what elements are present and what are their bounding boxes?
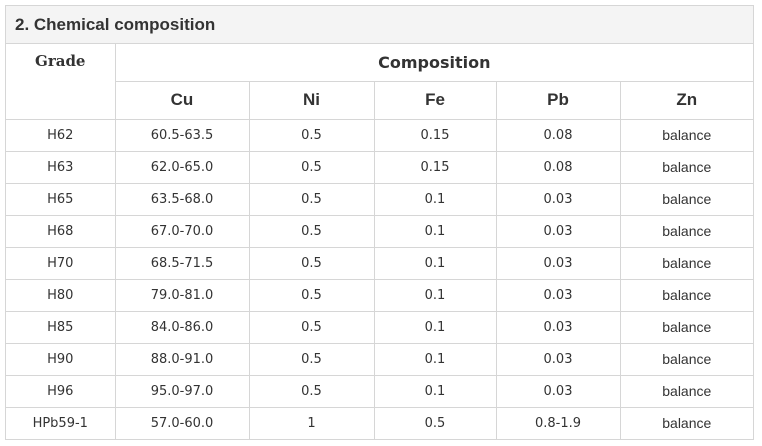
- cu-cell: 88.0-91.0: [114, 342, 250, 376]
- table-row: H80 79.0-81.0 0.5 0.1 0.03 balance: [6, 278, 754, 312]
- table-row: HPb59-1 57.0-60.0 1 0.5 0.8-1.9 balance: [6, 406, 754, 439]
- fe-cell: 0.1: [373, 246, 497, 280]
- grade-cell: H96: [6, 374, 116, 408]
- zn-cell: balance: [619, 214, 754, 248]
- fe-cell: 0.15: [373, 118, 497, 152]
- ni-cell: 0.5: [248, 342, 375, 376]
- pb-cell: 0.03: [495, 374, 621, 408]
- composition-table: Grade Composition Cu Ni Fe Pb Zn H62 60.5…: [6, 44, 754, 439]
- pb-cell: 0.03: [495, 246, 621, 280]
- ni-cell: 1: [248, 406, 375, 439]
- grade-cell: H65: [6, 182, 116, 216]
- cu-cell: 95.0-97.0: [114, 374, 250, 408]
- table-row: H62 60.5-63.5 0.5 0.15 0.08 balance: [6, 118, 754, 152]
- element-header-fe: Fe: [373, 80, 497, 120]
- cu-cell: 57.0-60.0: [114, 406, 250, 439]
- table-row: H65 63.5-68.0 0.5 0.1 0.03 balance: [6, 182, 754, 216]
- table-header-row: Grade Composition: [6, 44, 754, 120]
- cu-cell: 84.0-86.0: [114, 310, 250, 344]
- zn-cell: balance: [619, 182, 754, 216]
- cu-cell: 79.0-81.0: [114, 278, 250, 312]
- grade-cell: H70: [6, 246, 116, 280]
- pb-cell: 0.08: [495, 150, 621, 184]
- composition-header: Composition: [114, 44, 754, 82]
- ni-cell: 0.5: [248, 118, 375, 152]
- element-header-ni: Ni: [248, 80, 375, 120]
- fe-cell: 0.15: [373, 150, 497, 184]
- cu-cell: 62.0-65.0: [114, 150, 250, 184]
- cu-cell: 67.0-70.0: [114, 214, 250, 248]
- ni-cell: 0.5: [248, 150, 375, 184]
- pb-cell: 0.08: [495, 118, 621, 152]
- pb-cell: 0.8-1.9: [495, 406, 621, 439]
- zn-cell: balance: [619, 374, 754, 408]
- pb-cell: 0.03: [495, 214, 621, 248]
- fe-cell: 0.1: [373, 278, 497, 312]
- cu-cell: 63.5-68.0: [114, 182, 250, 216]
- grade-cell: H63: [6, 150, 116, 184]
- table-row: H63 62.0-65.0 0.5 0.15 0.08 balance: [6, 150, 754, 184]
- fe-cell: 0.1: [373, 310, 497, 344]
- grade-cell: H80: [6, 278, 116, 312]
- grade-header: Grade: [6, 44, 116, 120]
- table-row: H90 88.0-91.0 0.5 0.1 0.03 balance: [6, 342, 754, 376]
- zn-cell: balance: [619, 342, 754, 376]
- pb-cell: 0.03: [495, 342, 621, 376]
- element-header-pb: Pb: [495, 80, 621, 120]
- zn-cell: balance: [619, 118, 754, 152]
- zn-cell: balance: [619, 150, 754, 184]
- grade-cell: H90: [6, 342, 116, 376]
- chemical-composition-panel: 2. Chemical composition Grade Compositio…: [5, 5, 754, 440]
- element-header-cu: Cu: [115, 80, 250, 120]
- fe-cell: 0.1: [373, 182, 497, 216]
- zn-cell: balance: [619, 406, 754, 439]
- ni-cell: 0.5: [248, 246, 375, 280]
- element-header-zn: Zn: [619, 80, 754, 120]
- fe-cell: 0.5: [373, 406, 497, 439]
- ni-cell: 0.5: [248, 310, 375, 344]
- grade-cell: H62: [6, 118, 116, 152]
- cu-cell: 60.5-63.5: [114, 118, 250, 152]
- pb-cell: 0.03: [495, 278, 621, 312]
- pb-cell: 0.03: [495, 182, 621, 216]
- ni-cell: 0.5: [248, 374, 375, 408]
- element-header-row: Cu Ni Fe Pb Zn: [6, 80, 754, 120]
- zn-cell: balance: [619, 246, 754, 280]
- fe-cell: 0.1: [373, 342, 497, 376]
- fe-cell: 0.1: [373, 374, 497, 408]
- grade-cell: H85: [6, 310, 116, 344]
- table-row: H96 95.0-97.0 0.5 0.1 0.03 balance: [6, 374, 754, 408]
- zn-cell: balance: [619, 310, 754, 344]
- table-row: H70 68.5-71.5 0.5 0.1 0.03 balance: [6, 246, 754, 280]
- grade-cell: H68: [6, 214, 116, 248]
- zn-cell: balance: [619, 278, 754, 312]
- ni-cell: 0.5: [248, 278, 375, 312]
- table-row: H68 67.0-70.0 0.5 0.1 0.03 balance: [6, 214, 754, 248]
- cu-cell: 68.5-71.5: [114, 246, 250, 280]
- ni-cell: 0.5: [248, 182, 375, 216]
- table-row: H85 84.0-86.0 0.5 0.1 0.03 balance: [6, 310, 754, 344]
- grade-cell: HPb59-1: [6, 406, 116, 439]
- ni-cell: 0.5: [248, 214, 375, 248]
- pb-cell: 0.03: [495, 310, 621, 344]
- fe-cell: 0.1: [373, 214, 497, 248]
- section-title: 2. Chemical composition: [6, 6, 753, 44]
